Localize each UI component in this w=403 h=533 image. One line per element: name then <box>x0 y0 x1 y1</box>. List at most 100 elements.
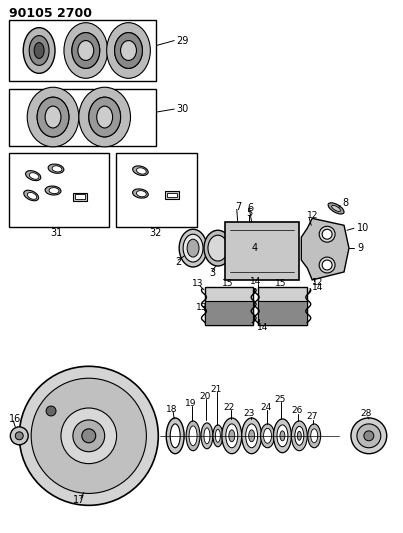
Ellipse shape <box>27 87 79 147</box>
Ellipse shape <box>222 418 242 454</box>
Circle shape <box>31 378 146 494</box>
Bar <box>258 287 307 325</box>
Bar <box>225 222 299 280</box>
Ellipse shape <box>89 97 120 137</box>
Text: 12: 12 <box>312 278 324 287</box>
Ellipse shape <box>89 97 120 137</box>
Text: 18: 18 <box>166 405 177 414</box>
Ellipse shape <box>34 43 44 59</box>
Ellipse shape <box>29 173 39 179</box>
Ellipse shape <box>166 418 184 454</box>
Ellipse shape <box>64 23 108 78</box>
Ellipse shape <box>179 229 207 267</box>
Bar <box>9 20 156 82</box>
Text: 7: 7 <box>235 203 241 213</box>
Ellipse shape <box>204 230 232 266</box>
Text: 17: 17 <box>73 495 85 505</box>
Text: 3: 3 <box>209 268 215 278</box>
Text: 90105 2700: 90105 2700 <box>9 7 92 20</box>
Text: 29: 29 <box>176 36 189 45</box>
Ellipse shape <box>45 106 61 128</box>
Bar <box>205 287 253 325</box>
Text: 25: 25 <box>275 394 286 403</box>
Circle shape <box>46 406 56 416</box>
Text: 14: 14 <box>257 323 268 332</box>
Ellipse shape <box>208 235 228 261</box>
Ellipse shape <box>297 431 301 440</box>
Text: 8: 8 <box>342 198 348 208</box>
Circle shape <box>61 408 116 464</box>
Text: 24: 24 <box>260 402 271 411</box>
Text: 32: 32 <box>149 228 162 238</box>
Ellipse shape <box>183 234 203 262</box>
Ellipse shape <box>201 423 213 449</box>
Ellipse shape <box>23 28 55 74</box>
Ellipse shape <box>78 41 94 60</box>
Bar <box>167 192 177 198</box>
Text: 6: 6 <box>248 204 254 213</box>
Text: 28: 28 <box>360 409 372 418</box>
Ellipse shape <box>72 33 100 68</box>
Ellipse shape <box>37 97 69 137</box>
Bar <box>165 190 179 199</box>
Ellipse shape <box>97 106 112 128</box>
Text: 4: 4 <box>251 243 258 253</box>
Ellipse shape <box>328 203 344 214</box>
Ellipse shape <box>322 260 332 270</box>
Text: 16: 16 <box>9 414 22 424</box>
Text: 10: 10 <box>357 223 369 233</box>
Text: 21: 21 <box>210 385 222 394</box>
Circle shape <box>351 418 387 454</box>
Text: 22: 22 <box>223 402 235 411</box>
Circle shape <box>10 427 28 445</box>
Text: 13: 13 <box>192 279 204 288</box>
Ellipse shape <box>216 430 220 442</box>
Text: 14: 14 <box>250 277 261 286</box>
Ellipse shape <box>27 192 37 199</box>
Text: 2: 2 <box>175 257 181 267</box>
Ellipse shape <box>291 421 307 451</box>
Ellipse shape <box>29 36 49 66</box>
Ellipse shape <box>277 425 288 447</box>
Ellipse shape <box>52 166 62 172</box>
Text: 31: 31 <box>50 228 62 238</box>
Text: 19: 19 <box>185 399 197 408</box>
Circle shape <box>82 429 96 443</box>
Ellipse shape <box>295 426 304 445</box>
Ellipse shape <box>133 189 148 198</box>
Ellipse shape <box>264 429 272 443</box>
Ellipse shape <box>37 97 69 137</box>
Circle shape <box>357 424 381 448</box>
Ellipse shape <box>186 421 200 451</box>
Ellipse shape <box>322 229 332 239</box>
Bar <box>73 192 87 201</box>
Ellipse shape <box>213 425 223 447</box>
Ellipse shape <box>137 168 146 174</box>
Bar <box>258 301 307 325</box>
Polygon shape <box>301 219 349 280</box>
Ellipse shape <box>204 428 210 444</box>
Ellipse shape <box>114 33 142 68</box>
Ellipse shape <box>319 257 335 273</box>
Ellipse shape <box>308 424 321 448</box>
Text: 23: 23 <box>243 409 254 418</box>
Ellipse shape <box>261 424 274 448</box>
Ellipse shape <box>25 171 41 181</box>
Ellipse shape <box>79 87 131 147</box>
Ellipse shape <box>249 430 255 442</box>
Bar <box>75 195 85 199</box>
Ellipse shape <box>311 429 318 443</box>
Ellipse shape <box>274 419 291 453</box>
Ellipse shape <box>24 190 39 201</box>
Ellipse shape <box>120 41 137 60</box>
Ellipse shape <box>49 188 59 193</box>
Ellipse shape <box>48 164 64 173</box>
Bar <box>9 89 156 146</box>
Ellipse shape <box>280 431 285 441</box>
Bar <box>116 153 197 227</box>
Text: 15: 15 <box>275 279 286 288</box>
Ellipse shape <box>226 424 238 448</box>
Ellipse shape <box>189 426 197 446</box>
Ellipse shape <box>246 424 258 448</box>
Text: 13: 13 <box>196 303 208 312</box>
